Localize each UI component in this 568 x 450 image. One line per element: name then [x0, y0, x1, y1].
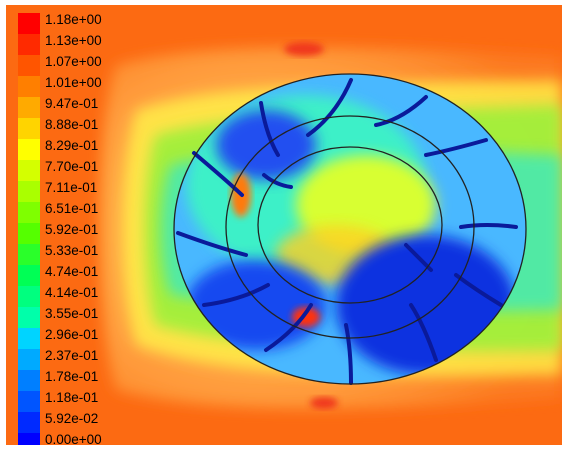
legend-label: 9.47e-01 — [45, 96, 99, 111]
rotor-rings — [173, 73, 527, 385]
hot-spot-bottom — [310, 397, 338, 409]
legend-label: 6.51e-01 — [45, 201, 99, 216]
legend-label: 5.33e-01 — [45, 243, 99, 258]
legend-swatch — [18, 433, 40, 445]
legend-swatch — [18, 349, 40, 370]
legend-label: 7.70e-01 — [45, 159, 99, 174]
legend-label: 1.18e+00 — [45, 12, 102, 27]
outer-ring — [173, 73, 527, 385]
color-legend: 1.18e+00 1.13e+00 1.07e+00 1.01e+00 9.47e-01… — [18, 12, 148, 445]
legend-label: 3.55e-01 — [45, 306, 99, 321]
velocity-contour-plot — [6, 5, 562, 445]
legend-label: 1.01e+00 — [45, 75, 102, 90]
legend-swatch — [18, 76, 40, 97]
legend-swatch — [18, 370, 40, 391]
legend-swatch — [18, 139, 40, 160]
legend-label: 1.18e-01 — [45, 390, 99, 405]
inner-ring — [257, 146, 443, 304]
legend-label: 1.07e+00 — [45, 54, 102, 69]
rotor-blades — [176, 78, 518, 385]
legend-swatch — [18, 286, 40, 307]
legend-label: 8.29e-01 — [45, 138, 99, 153]
legend-swatch — [18, 307, 40, 328]
legend-swatch — [18, 160, 40, 181]
legend-swatch — [18, 244, 40, 265]
legend-label: 1.13e+00 — [45, 33, 102, 48]
legend-swatch — [18, 202, 40, 223]
legend-swatch — [18, 97, 40, 118]
legend-swatch — [18, 328, 40, 349]
legend-swatch — [18, 13, 40, 34]
legend-label: 4.14e-01 — [45, 285, 99, 300]
legend-swatch — [18, 118, 40, 139]
legend-swatch — [18, 223, 40, 244]
legend-label: 5.92e-02 — [45, 411, 99, 426]
legend-label: 4.74e-01 — [45, 264, 99, 279]
legend-label: 7.11e-01 — [45, 180, 98, 195]
legend-swatch — [18, 412, 40, 433]
legend-swatch — [18, 265, 40, 286]
contour-viewport: 1.18e+00 1.13e+00 1.07e+00 1.01e+00 9.47e-01… — [6, 5, 562, 445]
legend-label: 5.92e-01 — [45, 222, 99, 237]
legend-label: 8.88e-01 — [45, 117, 99, 132]
legend-label: 0.00e+00 — [45, 432, 102, 445]
legend-swatch — [18, 55, 40, 76]
hot-spot-top — [284, 42, 324, 56]
legend-swatch — [18, 34, 40, 55]
legend-swatch — [18, 391, 40, 412]
legend-label: 1.78e-01 — [45, 369, 99, 384]
middle-ring — [225, 115, 475, 339]
legend-label: 2.37e-01 — [45, 348, 99, 363]
legend-label: 2.96e-01 — [45, 327, 99, 342]
legend-swatch — [18, 181, 40, 202]
